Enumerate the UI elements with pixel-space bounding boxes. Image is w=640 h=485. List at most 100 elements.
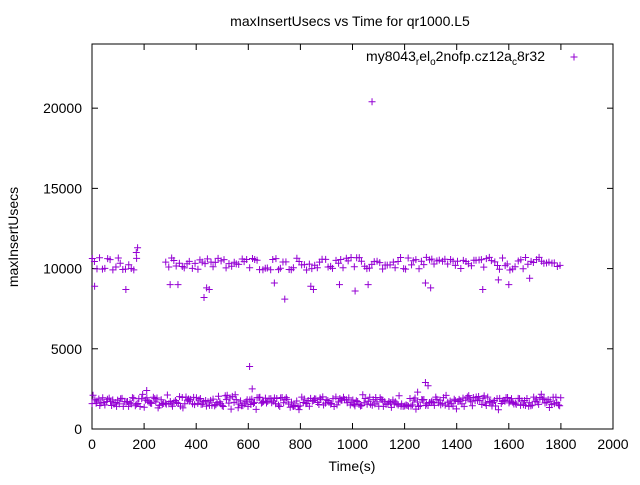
data-point-upper-band — [112, 263, 120, 271]
data-point-upper-band — [275, 266, 283, 274]
data-point-lower-band — [555, 401, 563, 409]
data-point-lower-band — [228, 392, 236, 400]
data-point-upper-band — [529, 258, 537, 266]
data-point-lower-band — [115, 400, 123, 408]
data-point-upper-band — [517, 256, 525, 264]
data-point-upper-band — [116, 259, 124, 267]
data-point-upper-band — [477, 256, 485, 264]
data-point-lower-band — [333, 401, 341, 409]
data-point-lower-band — [149, 393, 157, 401]
data-point-upper-band — [389, 258, 397, 266]
data-point-lower-band — [460, 402, 468, 410]
data-point-lower-band — [178, 394, 186, 402]
data-point-lower-band — [352, 397, 360, 405]
data-point-upper-band — [235, 260, 243, 268]
chart-title: maxInsertUsecs vs Time for qr1000.L5 — [230, 13, 470, 29]
data-point-lower-band — [324, 396, 332, 404]
data-point-upper-band — [101, 264, 109, 272]
data-point-lower-band — [330, 402, 338, 410]
data-point-upper-band — [170, 257, 178, 265]
y-tick-label: 15000 — [43, 180, 82, 196]
data-point-outlier — [414, 388, 422, 396]
data-point-outlier — [351, 287, 359, 295]
x-tick-label: 1600 — [493, 436, 524, 452]
data-point-upper-band — [222, 264, 230, 272]
data-point-upper-band — [269, 256, 277, 264]
data-point-lower-band — [173, 398, 181, 406]
data-point-lower-band — [143, 394, 151, 402]
data-point-lower-band — [161, 399, 169, 407]
data-point-upper-band — [556, 261, 564, 269]
data-point-lower-band — [478, 401, 486, 409]
y-tick-label: 20000 — [43, 100, 82, 116]
data-point-upper-band — [322, 255, 330, 263]
data-point-lower-band — [227, 405, 235, 413]
data-point-upper-band — [397, 253, 405, 261]
data-point-outlier — [91, 282, 99, 290]
data-point-upper-band — [209, 263, 217, 271]
data-point-upper-band — [491, 258, 499, 266]
data-point-lower-band — [528, 401, 536, 409]
data-point-lower-band — [394, 401, 402, 409]
data-point-outlier — [494, 276, 502, 284]
data-point-upper-band — [308, 265, 316, 273]
data-point-upper-band — [339, 264, 347, 272]
data-point-lower-band — [153, 394, 161, 402]
data-point-lower-band — [504, 393, 512, 401]
data-point-lower-band — [126, 399, 134, 407]
data-point-lower-band — [130, 394, 138, 402]
data-point-lower-band — [99, 394, 107, 402]
data-point-lower-band — [512, 399, 520, 407]
data-point-upper-band — [522, 254, 530, 262]
data-point-lower-band — [403, 401, 411, 409]
data-point-lower-band — [433, 395, 441, 403]
x-axis: 0 200 400 600 800 1000 1200 1400 1600 1800 2000 — [88, 44, 629, 452]
data-point-lower-band — [356, 402, 364, 410]
legend-marker-plus-icon — [570, 53, 578, 61]
data-point-lower-band — [231, 391, 239, 399]
data-point-lower-band — [408, 401, 416, 409]
data-point-lower-band — [467, 398, 475, 406]
data-point-lower-band — [462, 396, 470, 404]
data-point-lower-band — [259, 398, 267, 406]
data-point-upper-band — [217, 257, 225, 265]
data-point-upper-band — [451, 261, 459, 269]
data-point-upper-band — [394, 258, 402, 266]
data-point-upper-band — [355, 254, 363, 262]
data-point-upper-band — [133, 254, 141, 262]
data-point-lower-band — [275, 401, 283, 409]
data-point-lower-band — [293, 397, 301, 405]
data-point-upper-band — [467, 262, 475, 270]
data-point-lower-band — [354, 397, 362, 405]
data-point-outlier — [166, 281, 174, 289]
data-point-upper-band — [493, 261, 501, 269]
x-tick-label: 1800 — [545, 436, 576, 452]
data-point-lower-band — [287, 398, 295, 406]
data-point-upper-band — [289, 264, 297, 272]
data-point-lower-band — [484, 393, 492, 401]
data-point-lower-band — [541, 399, 549, 407]
data-point-outlier — [364, 281, 372, 289]
data-point-upper-band — [519, 265, 527, 273]
x-tick-label: 2000 — [597, 436, 628, 452]
data-point-lower-band — [295, 406, 303, 414]
data-point-lower-band — [101, 401, 109, 409]
data-point-lower-band — [181, 400, 189, 408]
data-point-upper-band — [282, 258, 290, 266]
data-point-lower-band — [429, 398, 437, 406]
data-point-upper-band — [328, 264, 336, 272]
x-tick-label: 1400 — [441, 436, 472, 452]
data-point-lower-band — [132, 400, 140, 408]
legend: my8043relo2nofp.cz12ac8r32 — [366, 48, 578, 68]
data-point-upper-band — [121, 265, 129, 273]
legend-label-subscript: c — [512, 57, 517, 68]
data-point-upper-band — [499, 254, 507, 262]
data-point-lower-band — [191, 401, 199, 409]
data-point-upper-band — [106, 256, 114, 264]
data-point-lower-band — [442, 391, 450, 399]
data-point-upper-band — [185, 257, 193, 265]
series-markers — [88, 98, 565, 414]
x-tick-label: 1200 — [389, 436, 420, 452]
y-tick-label: 0 — [74, 421, 82, 437]
data-point-upper-band — [272, 255, 280, 263]
